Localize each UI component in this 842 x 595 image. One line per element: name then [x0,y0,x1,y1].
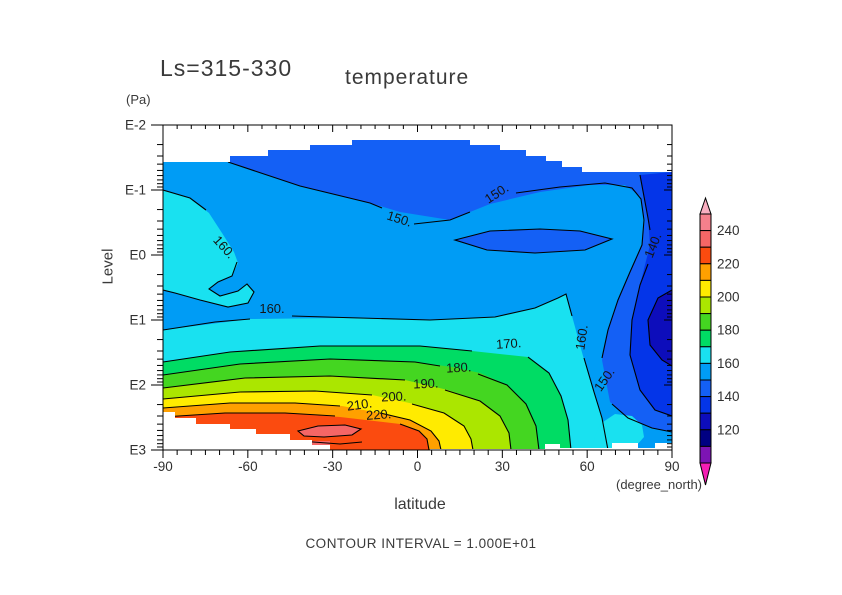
x-tick-label: 90 [664,459,679,474]
colorbar-label: 240 [717,223,740,238]
colorbar-segment-100-110 [699,445,712,464]
contour-line-190 [163,375,512,450]
contour-line-230 [296,424,363,438]
fill-band-160-170 [163,190,254,307]
contour-label: 160. [259,301,284,316]
x-tick-label: -60 [238,459,258,474]
y-tick-label: E3 [129,443,146,458]
y-tick-label: E-1 [125,183,146,198]
plot-title: temperature [345,66,470,89]
colorbar-arrow-top [699,196,712,215]
colorbar-segment-220-230 [699,246,712,265]
colorbar-label: 220 [717,256,740,271]
x-tick-label: 0 [414,459,422,474]
subtitle-ls-range: Ls=315-330 [160,55,293,81]
y-tick-label: E0 [129,248,146,263]
colorbar-arrow-bottom [699,462,712,486]
colorbar-segment-190-200 [699,296,712,315]
contour-label: 220. [366,406,392,423]
colorbar: 240 220 200 180 160 140 120 [699,196,740,486]
contour-label: 210. [346,395,373,413]
contour-label: 180. [446,359,472,375]
contour-label: 170. [496,335,522,352]
x-tick-label: 30 [495,459,510,474]
contour-label: 160. [572,324,590,351]
fill-band-140-150 [455,229,612,253]
y-axis-unit: (Pa) [126,92,151,107]
colorbar-segment-160-170 [699,346,712,364]
x-tick-label: -90 [153,459,173,474]
colorbar-segment-240-250 [699,213,712,232]
y-tick-label: E1 [129,313,146,328]
fill-band-160-170 [590,414,644,450]
colorbar-segment-110-120 [699,429,712,447]
x-axis-label: latitude [394,496,446,513]
contour-label: 190. [413,376,439,392]
y-axis-label: Level [99,248,117,285]
x-tick-label: -30 [323,459,343,474]
contour-interval-caption: CONTOUR INTERVAL = 1.000E+01 [305,536,537,551]
x-axis-unit: (degree_north) [616,477,702,492]
contour-line-180 [163,358,540,450]
colorbar-segment-130-140 [699,396,712,414]
colorbar-label: 160 [717,356,740,371]
contour-labels: 150.150.140.160.160.160.150.170.180.190.… [210,180,664,423]
colorbar-label: 180 [717,323,740,338]
contour-label: 150. [385,208,414,230]
contour-line-160 [163,189,255,308]
y-tick-labels: E-2 E-1 E0 E1 E2 E3 [125,118,146,458]
contour-line-140 [629,174,672,417]
colorbar-segment-150-160 [699,362,712,381]
contour-line-150 [452,228,614,254]
colorbar-label: 120 [717,422,740,437]
colorbar-segment-230-240 [699,230,712,248]
contour-line-220 [163,412,430,450]
contour-line-130 [647,289,672,367]
y-tick-label: E-2 [125,118,146,133]
colorbar-segment-200-210 [699,279,712,298]
fill-band-120-130 [648,290,672,366]
contour-line-150 [227,161,672,433]
colorbar-segment-180-190 [699,313,712,331]
contour-line-210 [163,402,442,450]
colorbar-label: 200 [717,290,740,305]
colorbar-label: 140 [717,389,740,404]
contour-lines [163,161,672,450]
contour-line-230 [299,440,363,445]
axis-ticks [151,124,673,458]
contour-fills [163,140,672,450]
contour-line-170 [163,345,572,450]
contour-line-160 [163,293,609,450]
contour-label: 200. [381,389,407,405]
x-tick-labels: -90 -60 -30 0 30 60 90 [153,459,679,474]
colorbar-segment-140-150 [699,379,712,398]
colorbar-segment-210-220 [699,263,712,281]
contour-line-200 [163,390,474,450]
x-tick-label: 60 [580,459,595,474]
y-tick-label: E2 [129,378,146,393]
fill-band-230-240 [298,425,361,437]
colorbar-segment-170-180 [699,329,712,348]
colorbar-segment-120-130 [699,412,712,431]
